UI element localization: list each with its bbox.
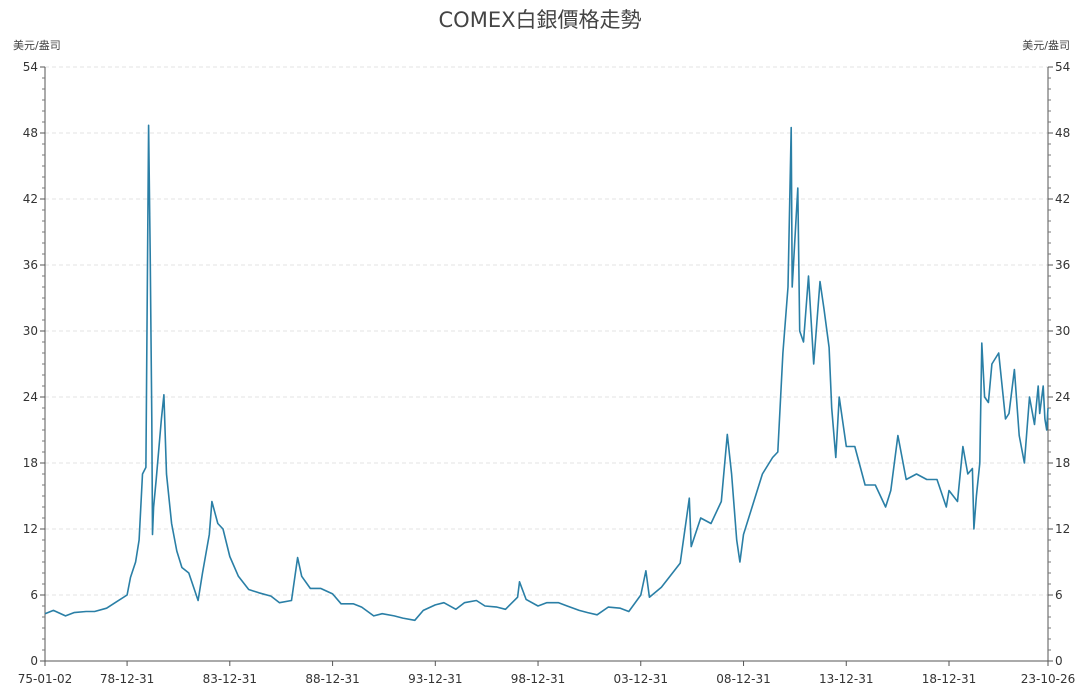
x-tick-label: 23-10-26 <box>1021 672 1075 686</box>
y-tick-label-left: 36 <box>23 258 38 272</box>
x-tick-label: 03-12-31 <box>614 672 668 686</box>
y-tick-label-right: 36 <box>1055 258 1070 272</box>
y-tick-label-left: 42 <box>23 192 38 206</box>
x-tick-label: 78-12-31 <box>100 672 154 686</box>
y-axis-label-left: 美元/盎司 <box>13 39 61 52</box>
x-tick-label: 88-12-31 <box>305 672 359 686</box>
y-tick-label-right: 30 <box>1055 324 1070 338</box>
y-tick-label-right: 18 <box>1055 456 1070 470</box>
y-tick-label-left: 48 <box>23 126 38 140</box>
tick-marks: 0 0 6 6 12 12 18 18 24 24 30 30 36 36 42 42 48 48 54 54 75-0… <box>18 60 1075 686</box>
x-tick-label: 18-12-31 <box>922 672 976 686</box>
y-axis-label-right: 美元/盎司 <box>1022 39 1070 52</box>
y-tick-label-right: 0 <box>1055 654 1063 668</box>
y-tick-label-left: 18 <box>23 456 38 470</box>
y-tick-label-right: 48 <box>1055 126 1070 140</box>
y-tick-label-right: 24 <box>1055 390 1070 404</box>
x-tick-label: 93-12-31 <box>408 672 462 686</box>
x-tick-label: 83-12-31 <box>203 672 257 686</box>
y-tick-label-left: 54 <box>23 60 38 74</box>
price-series-line <box>44 124 1049 622</box>
y-tick-label-right: 54 <box>1055 60 1070 74</box>
y-tick-label-left: 30 <box>23 324 38 338</box>
x-tick-label: 75-01-02 <box>18 672 72 686</box>
y-tick-label-left: 6 <box>30 588 38 602</box>
y-tick-label-left: 0 <box>30 654 38 668</box>
axes <box>44 67 1049 662</box>
y-tick-label-left: 12 <box>23 522 38 536</box>
y-tick-label-right: 42 <box>1055 192 1070 206</box>
x-tick-label: 98-12-31 <box>511 672 565 686</box>
x-tick-label: 08-12-31 <box>716 672 770 686</box>
y-tick-label-left: 24 <box>23 390 38 404</box>
y-tick-label-right: 12 <box>1055 522 1070 536</box>
chart-title: COMEX白銀價格走勢 <box>438 8 642 32</box>
x-tick-label: 13-12-31 <box>819 672 873 686</box>
grid-lines <box>45 66 1048 596</box>
y-tick-label-right: 6 <box>1055 588 1063 602</box>
